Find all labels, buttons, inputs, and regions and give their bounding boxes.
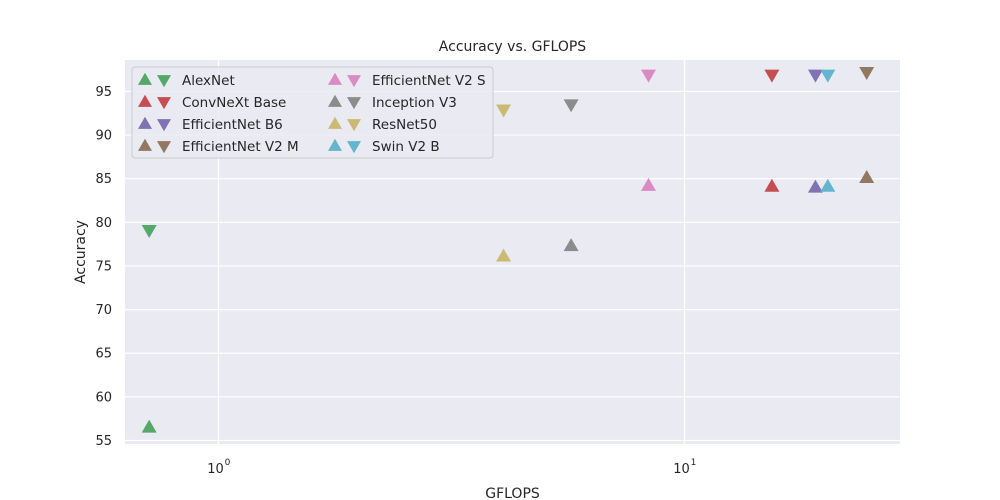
y-tick-label: 90 — [95, 129, 112, 144]
y-tick-label: 80 — [95, 216, 112, 231]
y-tick-label: 75 — [95, 259, 112, 274]
legend-label: ResNet50 — [372, 117, 437, 133]
legend-label: AlexNet — [182, 73, 235, 89]
legend-marker-up — [138, 116, 152, 129]
legend-marker-up — [138, 94, 152, 107]
legend-marker-down — [347, 141, 361, 154]
data-point-down — [859, 67, 875, 81]
legend-marker-down — [157, 119, 171, 132]
legend-box — [131, 66, 494, 159]
legend: AlexNet ConvNeXt Base EfficientNet B6 Effic… — [131, 66, 494, 159]
legend-marker-up — [328, 94, 342, 107]
data-point-down — [496, 104, 512, 118]
data-point-up — [496, 248, 512, 262]
data-point-down — [641, 69, 657, 83]
legend-label: EfficientNet V2 S — [372, 73, 486, 89]
data-point-down — [563, 99, 579, 113]
y-tick-label: 70 — [95, 303, 112, 318]
data-point-up — [764, 178, 780, 192]
data-point-down — [141, 224, 157, 238]
data-points — [141, 67, 875, 433]
y-tick-label: 95 — [95, 85, 112, 100]
chart-title: Accuracy vs. GFLOPS — [439, 39, 587, 55]
data-point-down — [807, 69, 823, 83]
legend-marker-up — [138, 72, 152, 85]
data-point-up — [820, 178, 836, 192]
y-tick-label: 85 — [95, 172, 112, 187]
data-point-up — [641, 177, 657, 191]
legend-marker-up — [328, 116, 342, 129]
legend-marker-up — [138, 138, 152, 151]
legend-marker-up — [328, 72, 342, 85]
legend-marker-down — [347, 97, 361, 110]
legend-marker-down — [347, 75, 361, 88]
data-point-up — [563, 238, 579, 252]
legend-label: ConvNeXt Base — [182, 95, 286, 111]
legend-label: EfficientNet V2 M — [182, 139, 299, 155]
data-point-down — [764, 69, 780, 83]
y-tick-label: 65 — [95, 347, 112, 362]
x-axis-ticks: 10 0 10 1 — [207, 458, 696, 477]
legend-marker-down — [157, 97, 171, 110]
x-axis-label: GFLOPS — [485, 486, 540, 500]
legend-label: EfficientNet B6 — [182, 117, 283, 133]
legend-marker-down — [157, 75, 171, 88]
y-tick-label: 60 — [95, 390, 112, 405]
x-tick-exponent: 0 — [225, 458, 231, 468]
x-tick-exponent: 1 — [691, 458, 697, 468]
x-tick-label: 10 — [207, 462, 224, 477]
y-tick-label: 55 — [95, 434, 112, 449]
data-point-up — [141, 419, 157, 433]
legend-marker-up — [328, 138, 342, 151]
legend-marker-down — [157, 141, 171, 154]
y-axis-label: Accuracy — [73, 220, 89, 284]
y-axis-ticks: 55 60 65 70 75 80 85 90 95 — [95, 85, 112, 449]
data-point-up — [807, 179, 823, 193]
x-tick-label: 10 — [673, 462, 690, 477]
data-point-down — [820, 69, 836, 83]
legend-label: Inception V3 — [372, 95, 457, 111]
data-point-up — [859, 170, 875, 184]
legend-label: Swin V2 B — [372, 139, 440, 155]
legend-marker-down — [347, 119, 361, 132]
